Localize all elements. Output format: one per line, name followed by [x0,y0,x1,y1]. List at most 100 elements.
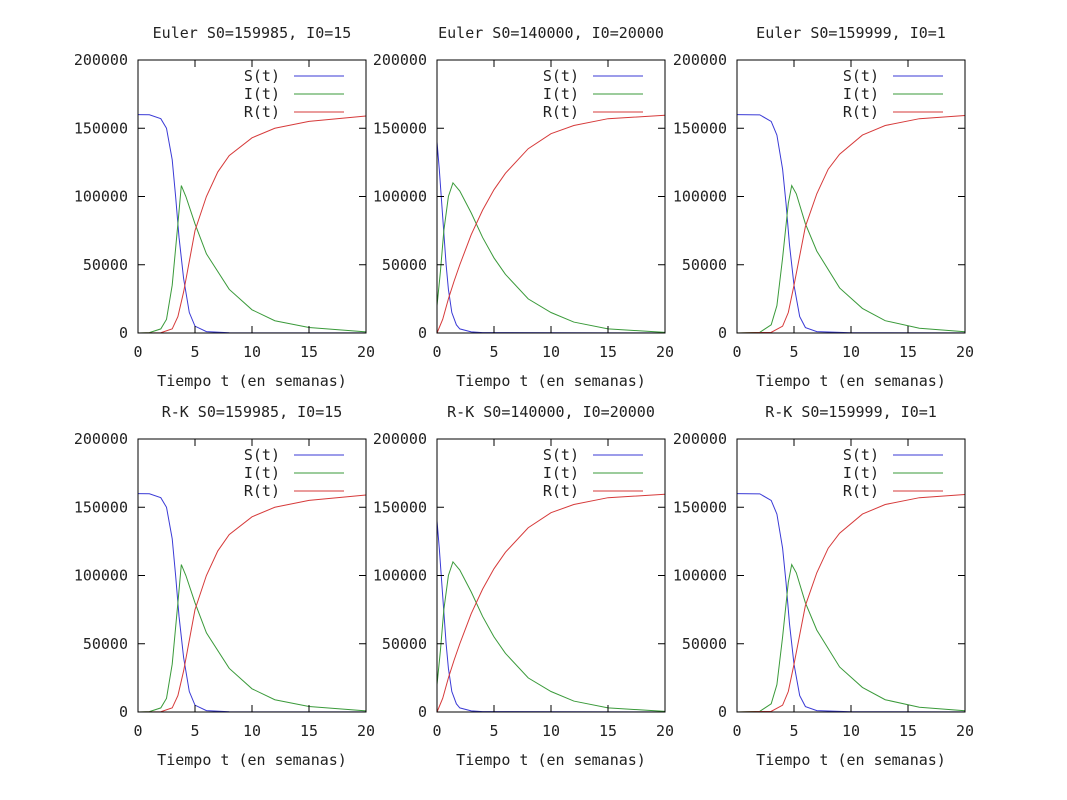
x-tick-label: 20 [956,343,974,361]
x-tick-label: 0 [432,722,441,740]
x-tick-label: 20 [956,722,974,740]
legend-label: S(t) [843,67,879,85]
x-tick-label: 10 [542,722,560,740]
series-line-st [137,493,366,713]
x-tick-label: 5 [489,343,498,361]
chart-panel-6: R-K S0=159999, I0=1050000100000150000200… [673,403,974,769]
legend-label: I(t) [543,85,579,103]
legend-label: R(t) [244,103,280,121]
series-line-rt [436,114,666,334]
y-tick-label: 50000 [83,635,128,653]
series-line-it [436,560,666,712]
chart-title: Euler S0=159985, I0=15 [153,24,352,42]
x-axis-label: Tiempo t (en semanas) [756,751,946,769]
legend-label: I(t) [543,464,579,482]
legend-label: I(t) [843,85,879,103]
legend-label: S(t) [244,67,280,85]
y-tick-label: 150000 [673,119,727,137]
y-tick-label: 0 [418,324,427,342]
legend-label: S(t) [543,446,579,464]
y-tick-label: 200000 [74,430,128,448]
x-tick-label: 10 [842,343,860,361]
y-tick-label: 150000 [373,498,427,516]
series-line-st [436,141,666,334]
series-line-it [436,181,666,333]
y-tick-label: 100000 [373,188,427,206]
x-tick-label: 15 [599,343,617,361]
series-line-rt [736,494,966,713]
y-tick-label: 100000 [673,567,727,585]
legend-label: I(t) [244,85,280,103]
series-line-st [736,114,966,334]
y-tick-label: 100000 [673,188,727,206]
chart-title: R-K S0=159999, I0=1 [765,403,937,421]
y-tick-label: 150000 [373,119,427,137]
series-line-it [736,563,966,713]
series-line-st [736,493,966,713]
y-tick-label: 200000 [74,51,128,69]
y-tick-label: 200000 [673,51,727,69]
y-tick-label: 100000 [373,567,427,585]
legend-label: S(t) [843,446,879,464]
y-tick-label: 50000 [382,635,427,653]
x-axis-label: Tiempo t (en semanas) [157,751,347,769]
series-line-rt [137,115,367,334]
legend-label: R(t) [543,103,579,121]
chart-panel-5: R-K S0=140000, I0=20000 0 50000 100000 15000… [373,403,674,769]
series-line-rt [736,115,966,334]
x-tick-label: 0 [133,722,142,740]
chart-title: R-K S0=140000, I0=20000 [447,403,655,421]
x-tick-label: 0 [732,343,741,361]
x-tick-label: 15 [599,722,617,740]
y-tick-label: 50000 [682,256,727,274]
y-tick-label: 0 [718,324,727,342]
x-tick-label: 15 [300,722,318,740]
legend-label: I(t) [244,464,280,482]
x-tick-label: 0 [432,343,441,361]
legend-label: I(t) [843,464,879,482]
series-line-rt [436,493,666,713]
x-tick-label: 5 [789,343,798,361]
chart-panel-2: Euler S0=140000, I0=20000050000100000150… [373,24,674,390]
x-axis-label: Tiempo t (en semanas) [756,372,946,390]
chart-title: R-K S0=159985, I0=15 [162,403,343,421]
y-tick-label: 150000 [673,498,727,516]
legend-label: R(t) [843,103,879,121]
y-tick-label: 150000 [74,498,128,516]
x-tick-label: 15 [899,343,917,361]
series-line-rt [137,494,367,713]
y-tick-label: 200000 [373,430,427,448]
legend-label: S(t) [244,446,280,464]
x-tick-label: 15 [300,343,318,361]
series-line-st [436,520,666,713]
x-axis-label: Tiempo t (en semanas) [456,372,646,390]
y-tick-label: 50000 [682,635,727,653]
x-tick-label: 15 [899,722,917,740]
series-line-it [736,184,966,334]
x-tick-label: 20 [357,343,375,361]
x-axis-label: Tiempo t (en semanas) [456,751,646,769]
x-tick-label: 20 [656,343,674,361]
chart-title: Euler S0=159999, I0=1 [756,24,946,42]
x-tick-label: 5 [190,343,199,361]
y-tick-label: 50000 [83,256,128,274]
y-tick-label: 200000 [673,430,727,448]
x-tick-label: 10 [243,722,261,740]
series-line-it [137,185,367,334]
x-tick-label: 10 [243,343,261,361]
y-tick-label: 0 [718,703,727,721]
chart-panel-4: R-K S0=159985, I0=15 0 50000 100000 150000 20… [74,403,375,769]
x-tick-label: 5 [489,722,498,740]
legend-label: R(t) [843,482,879,500]
y-tick-label: 0 [119,703,128,721]
y-tick-label: 0 [418,703,427,721]
x-tick-label: 10 [842,722,860,740]
series-line-st [137,114,366,334]
x-tick-label: 5 [789,722,798,740]
x-tick-label: 0 [732,722,741,740]
legend-label: R(t) [244,482,280,500]
y-tick-label: 200000 [373,51,427,69]
y-tick-label: 100000 [74,567,128,585]
y-tick-label: 150000 [74,119,128,137]
